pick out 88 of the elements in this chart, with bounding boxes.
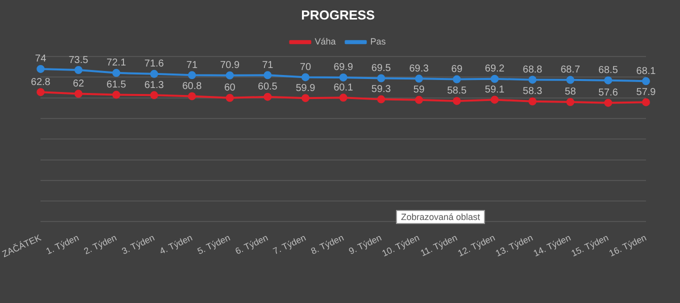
point bbox=[490, 96, 499, 104]
point bbox=[112, 68, 120, 77]
x-tick-label: 15. Týden bbox=[570, 232, 610, 258]
point bbox=[74, 90, 82, 98]
x-tick-label: 9. Týden bbox=[347, 232, 384, 256]
point bbox=[566, 76, 574, 84]
chart-title: PROGRESS bbox=[301, 7, 376, 22]
x-tick-label: 11. Týden bbox=[418, 232, 459, 258]
x-tick-label: 10. Týden bbox=[380, 232, 421, 258]
x-tick-label: 14. Týden bbox=[532, 232, 572, 258]
x-tick-label: 8. Týden bbox=[309, 232, 346, 256]
point bbox=[566, 98, 574, 106]
point bbox=[264, 92, 272, 101]
point bbox=[188, 71, 196, 80]
point bbox=[528, 97, 536, 106]
x-tick-label: 6. Týden bbox=[234, 232, 270, 256]
legend-label: Váha bbox=[314, 36, 336, 47]
annotation: Zobrazovaná oblast bbox=[396, 210, 486, 224]
data-label: 71 bbox=[262, 60, 274, 71]
data-label: 72.1 bbox=[106, 58, 126, 69]
data-label: 73.5 bbox=[68, 54, 89, 66]
point bbox=[490, 74, 499, 83]
data-label: 61.5 bbox=[106, 80, 126, 91]
point bbox=[264, 71, 272, 80]
x-tick-label: 16. Týden bbox=[608, 232, 648, 258]
point bbox=[74, 66, 82, 74]
x-tick-label: 5. Týden bbox=[196, 232, 232, 256]
x-tick-label: 3. Týden bbox=[120, 232, 156, 256]
legend-label: Pas bbox=[370, 36, 386, 47]
data-label: 57.9 bbox=[636, 86, 656, 98]
data-label: 58.5 bbox=[447, 86, 467, 97]
data-label: 59.9 bbox=[296, 82, 316, 94]
data-label: 68.1 bbox=[636, 66, 656, 77]
data-label: 62.8 bbox=[30, 76, 51, 88]
data-label: 59.3 bbox=[371, 84, 392, 96]
x-tick-label: 4. Týden bbox=[158, 232, 194, 256]
data-label: 71 bbox=[186, 60, 198, 71]
data-label: 70.9 bbox=[220, 60, 240, 72]
point bbox=[150, 91, 158, 100]
x-tick-label: 13. Týden bbox=[494, 232, 534, 258]
point bbox=[642, 98, 650, 106]
data-label: 61.3 bbox=[144, 80, 164, 91]
point bbox=[150, 70, 158, 78]
x-tick-label: 2. Týden bbox=[82, 232, 118, 256]
data-label: 60.8 bbox=[182, 80, 202, 92]
point bbox=[414, 96, 423, 104]
data-label: 59.1 bbox=[484, 84, 505, 96]
data-label: 57.6 bbox=[598, 88, 618, 99]
point bbox=[528, 76, 536, 84]
data-label: 69.3 bbox=[409, 63, 430, 74]
data-label: 62 bbox=[72, 78, 84, 90]
point bbox=[226, 94, 234, 102]
data-label: 74 bbox=[35, 54, 47, 65]
data-label: 69.9 bbox=[334, 62, 354, 74]
data-label: 71.6 bbox=[144, 58, 164, 70]
data-label: 60 bbox=[224, 82, 236, 94]
point bbox=[414, 74, 423, 83]
x-tick-label: 12. Týden bbox=[456, 232, 497, 258]
point bbox=[112, 90, 120, 99]
point bbox=[301, 73, 310, 82]
data-label: 68.5 bbox=[598, 65, 618, 76]
point bbox=[36, 88, 45, 96]
data-label: 60.1 bbox=[334, 82, 354, 94]
point bbox=[377, 74, 386, 82]
data-label: 70 bbox=[300, 62, 312, 73]
point bbox=[604, 76, 612, 84]
x-tick-label: 1. Týden bbox=[44, 232, 80, 256]
point bbox=[604, 98, 612, 107]
data-label: 68.8 bbox=[522, 64, 543, 76]
data-label: 59 bbox=[413, 84, 425, 96]
data-label: 69 bbox=[451, 64, 463, 76]
data-label: 58 bbox=[564, 86, 576, 98]
data-label: 58.3 bbox=[522, 86, 543, 98]
data-label: 60.5 bbox=[258, 82, 278, 93]
point bbox=[226, 71, 234, 80]
point bbox=[188, 92, 196, 100]
point bbox=[452, 96, 461, 105]
x-tick-label: 7. Týden bbox=[272, 232, 308, 256]
point bbox=[339, 73, 348, 82]
point bbox=[642, 77, 650, 86]
point bbox=[452, 75, 461, 84]
data-label: 68.7 bbox=[560, 64, 580, 76]
point bbox=[377, 95, 386, 104]
data-label: 69.5 bbox=[371, 63, 392, 74]
data-label: 69.2 bbox=[484, 64, 505, 75]
point bbox=[301, 94, 310, 102]
point bbox=[36, 64, 45, 73]
point bbox=[339, 94, 348, 102]
